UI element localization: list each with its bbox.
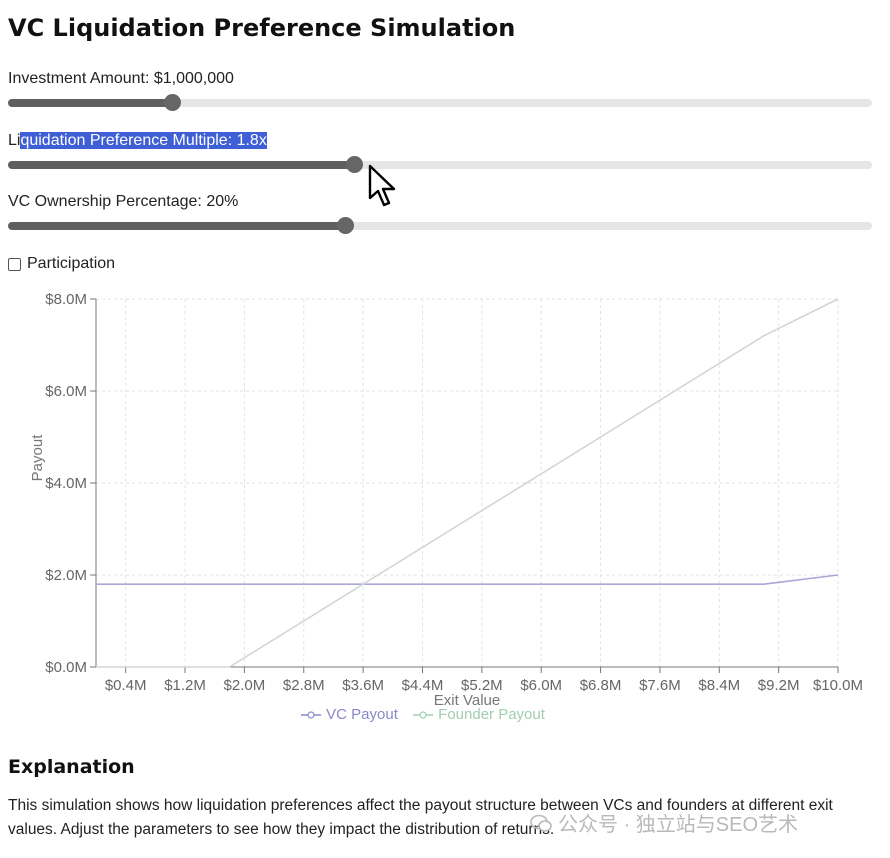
legend-item-founder[interactable]: Founder Payout [412, 706, 545, 723]
x-tick-label: $6.0M [520, 677, 562, 694]
y-axis-label: Payout [29, 434, 46, 482]
participation-row[interactable]: Participation [8, 255, 115, 273]
slider-track [8, 99, 872, 107]
legend-item-vc[interactable]: VC Payout [300, 706, 398, 723]
x-tick-label: $10.0M [813, 677, 863, 694]
participation-label: Participation [27, 255, 116, 272]
explanation-text: This simulation shows how liquidation pr… [8, 797, 833, 838]
legend-line-icon [301, 711, 321, 719]
founder-payout-line [96, 298, 839, 668]
vc-payout-line [96, 574, 839, 586]
explanation-title: Explanation [8, 756, 135, 778]
y-tick-label: $2.0M [45, 567, 87, 584]
x-tick-label: $1.2M [164, 677, 206, 694]
slider-track [8, 222, 872, 230]
x-tick-label: $9.2M [758, 677, 800, 694]
multiple-slider[interactable] [8, 155, 872, 175]
page-title: VC Liquidation Preference Simulation [8, 14, 516, 42]
multiple-label-prefix: Li [8, 132, 21, 149]
wechat-icon [530, 814, 552, 832]
multiple-label: Liquidation Preference Multiple: 1.8x [8, 132, 267, 150]
y-tick-label: $6.0M [45, 383, 87, 400]
x-tick-label: $2.0M [224, 677, 266, 694]
investment-slider[interactable] [8, 93, 872, 113]
x-tick-label: $6.8M [580, 677, 622, 694]
ownership-slider[interactable] [8, 216, 872, 236]
x-tick-label: $7.6M [639, 677, 681, 694]
payout-chart: $0.4M $1.2M $2.0M $2.8M $3.6M $4.4M $5.2M $6.0M… [29, 291, 863, 706]
y-tick-label: $0.0M [45, 659, 87, 676]
participation-checkbox[interactable] [8, 257, 21, 271]
y-tick-label: $4.0M [45, 475, 87, 492]
y-tick-label: $8.0M [45, 291, 87, 308]
x-axis-label: Exit Value [434, 692, 500, 706]
slider-fill [8, 161, 354, 169]
slider-thumb[interactable] [345, 156, 363, 173]
watermark-text: 公众号 · 独立站与SEO艺术 [558, 814, 799, 836]
x-tick-label: $4.4M [402, 677, 444, 694]
x-tick-label: $3.6M [342, 677, 384, 694]
mouse-cursor-icon [368, 164, 396, 207]
legend-label-vc: VC Payout [326, 706, 398, 723]
slider-fill [8, 99, 173, 107]
legend-line-icon [413, 711, 433, 719]
x-tick-label: $2.8M [283, 677, 325, 694]
x-tick-label: $0.4M [105, 677, 147, 694]
watermark: 公众号 · 独立站与SEO艺术 [530, 808, 798, 837]
x-tick-label: $8.4M [698, 677, 740, 694]
slider-thumb[interactable] [164, 94, 182, 111]
ownership-label: VC Ownership Percentage: 20% [8, 193, 239, 210]
slider-fill [8, 222, 345, 230]
slider-track [8, 161, 872, 169]
x-tick-label: $5.2M [461, 677, 503, 694]
investment-label: Investment Amount: $1,000,000 [8, 70, 234, 87]
legend-label-founder: Founder Payout [438, 706, 545, 723]
slider-thumb[interactable] [336, 217, 354, 234]
multiple-label-selected: quidation Preference Multiple: 1.8x [20, 132, 267, 149]
